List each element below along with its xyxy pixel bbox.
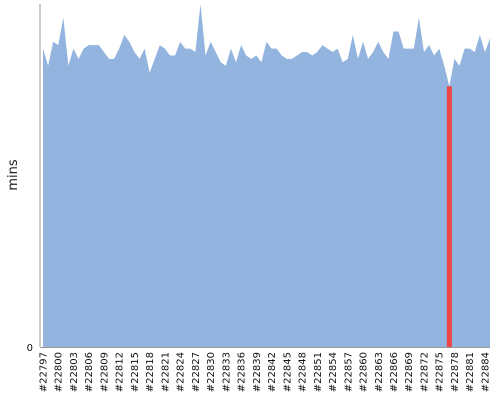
plot-area [43, 4, 490, 347]
x-tick-label: #22824 [176, 352, 187, 392]
x-tick-label: #22818 [145, 352, 156, 392]
x-tick-label: #22827 [191, 352, 202, 392]
x-tick-label: #22800 [54, 352, 65, 392]
x-tick-label: #22881 [465, 352, 476, 392]
x-tick-label: #22812 [115, 352, 126, 392]
x-tick-label: #22878 [450, 352, 461, 392]
x-tick-label: #22866 [389, 352, 400, 392]
x-tick-label: #22854 [328, 352, 339, 392]
x-tick-label: #22884 [480, 352, 491, 392]
highlight-bar [446, 86, 452, 347]
x-tick-label: #22872 [419, 352, 430, 392]
x-tick-label: #22860 [359, 352, 370, 392]
area-series [43, 4, 490, 347]
x-tick-label: #22845 [282, 352, 293, 392]
x-tick-label: #22806 [84, 352, 95, 392]
x-tick-label: #22863 [374, 352, 385, 392]
x-tick-label: #22842 [267, 352, 278, 392]
x-tick-label: #22869 [404, 352, 415, 392]
x-tick-label: #22839 [252, 352, 263, 392]
x-tick-label: #22809 [99, 352, 110, 392]
x-tick-label: #22836 [237, 352, 248, 392]
x-tick-label: #22848 [298, 352, 309, 392]
x-tick-label: #22797 [39, 352, 50, 392]
x-tick-label: #22875 [435, 352, 446, 392]
x-tick-label: #22821 [160, 352, 171, 392]
x-tick-label: #22830 [206, 352, 217, 392]
x-tick-label: #22803 [69, 352, 80, 392]
y-tick-label-0: 0 [27, 343, 33, 354]
x-tick-labels: #22797 #22800 #22803 #22806 #22809 #22812 #228… [39, 352, 492, 392]
x-tick-label: #22815 [130, 352, 141, 392]
x-tick-label: #22833 [221, 352, 232, 392]
x-tick-label: #22851 [313, 352, 324, 392]
y-axis-label: mins [6, 159, 21, 191]
x-tick-label: #22857 [343, 352, 354, 392]
